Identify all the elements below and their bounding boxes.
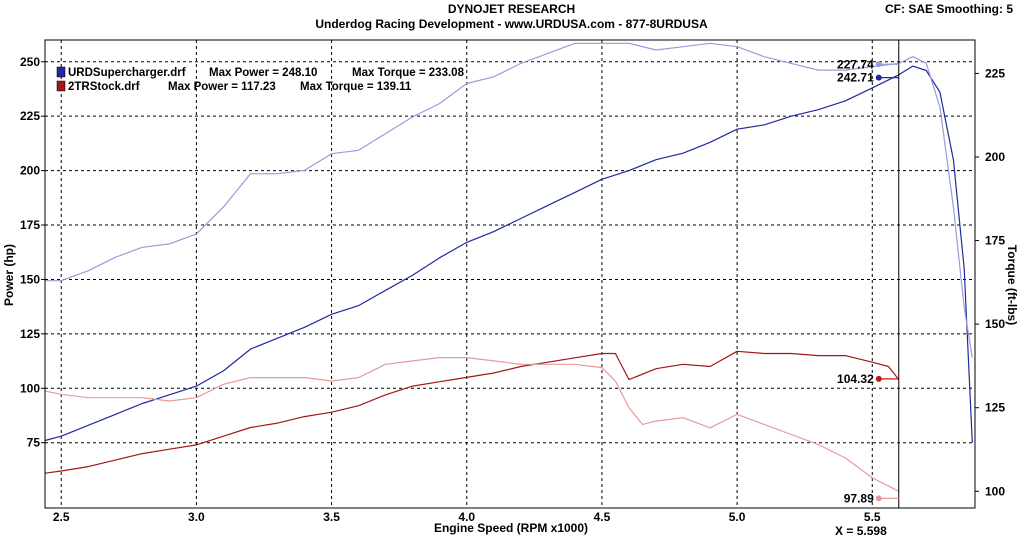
- chart-subtitle: Underdog Racing Development - www.URDUSA…: [315, 17, 708, 31]
- cursor-marker: [875, 375, 882, 382]
- y-left-tick-label: 100: [20, 381, 40, 395]
- y-left-tick-label: 200: [20, 164, 40, 178]
- x-tick-label: 5.0: [729, 510, 746, 524]
- cursor-value: 242.71: [837, 71, 874, 85]
- y-right-tick-label: 225: [985, 66, 1005, 80]
- legend-max-power: Max Power = 248.10: [209, 67, 317, 79]
- x-tick-label: 4.0: [458, 510, 475, 524]
- y-left-tick-label: 125: [20, 327, 40, 341]
- y-left-tick-label: 250: [20, 55, 40, 69]
- y-right-tick-label: 175: [985, 234, 1005, 248]
- x-tick-label: 3.0: [188, 510, 205, 524]
- y-right-tick-label: 100: [985, 484, 1005, 498]
- x-tick-label: 2.5: [53, 510, 70, 524]
- cursor-marker: [875, 61, 882, 68]
- cursor-marker: [875, 74, 882, 81]
- legend-max-torque: Max Torque = 139.11: [300, 81, 412, 93]
- y-left-tick-label: 150: [20, 272, 40, 286]
- x-tick-label: 4.5: [594, 510, 611, 524]
- correction-settings: CF: SAE Smoothing: 5: [885, 2, 1013, 16]
- y-axis-right: 100 125 150 175 200 225: [975, 66, 1005, 498]
- x-tick-label: 3.5: [323, 510, 340, 524]
- series-urd-power-line: [44, 65, 973, 443]
- y-left-tick-label: 75: [27, 436, 41, 450]
- cursor-x-label: X = 5.598: [835, 524, 887, 538]
- cursor-value: 104.32: [837, 372, 874, 386]
- legend-file: URDSupercharger.drf: [68, 67, 186, 79]
- x-axis-label: Engine Speed (RPM x1000): [434, 521, 588, 535]
- y-axis-left: 75 100 125 150 175 200 225 250: [20, 55, 45, 450]
- x-tick-label: 5.5: [864, 510, 881, 524]
- legend-swatch: [56, 66, 66, 78]
- legend: URDSupercharger.drf Max Power = 248.10 Max…: [56, 66, 465, 93]
- y-axis-left-label: Power (hp): [2, 244, 16, 306]
- plot-frame: [44, 39, 976, 509]
- y-right-tick-label: 200: [985, 150, 1005, 164]
- cursor-value: 227.74: [837, 57, 874, 71]
- y-right-tick-label: 125: [985, 401, 1005, 415]
- series-stock-power-line: [44, 350, 900, 474]
- legend-file: 2TRStock.drf: [68, 81, 140, 93]
- series-stock-torque-line: [44, 357, 900, 492]
- y-right-tick-label: 150: [985, 317, 1005, 331]
- y-left-tick-label: 225: [20, 109, 40, 123]
- y-axis-right-label: Torque (ft-lbs): [1005, 245, 1019, 325]
- y-left-tick-label: 175: [20, 218, 40, 232]
- legend-max-power: Max Power = 117.23: [168, 81, 276, 93]
- series-lines: [44, 42, 973, 492]
- legend-max-torque: Max Torque = 233.08: [352, 67, 465, 79]
- x-axis: 2.5 3.0 3.5 4.0 4.5 5.0 5.5: [53, 510, 881, 524]
- grid: [45, 40, 975, 508]
- cursor-marker: [875, 495, 882, 502]
- legend-swatch: [56, 80, 66, 92]
- chart-title: DYNOJET RESEARCH: [447, 2, 576, 16]
- cursor-value: 97.89: [844, 491, 874, 505]
